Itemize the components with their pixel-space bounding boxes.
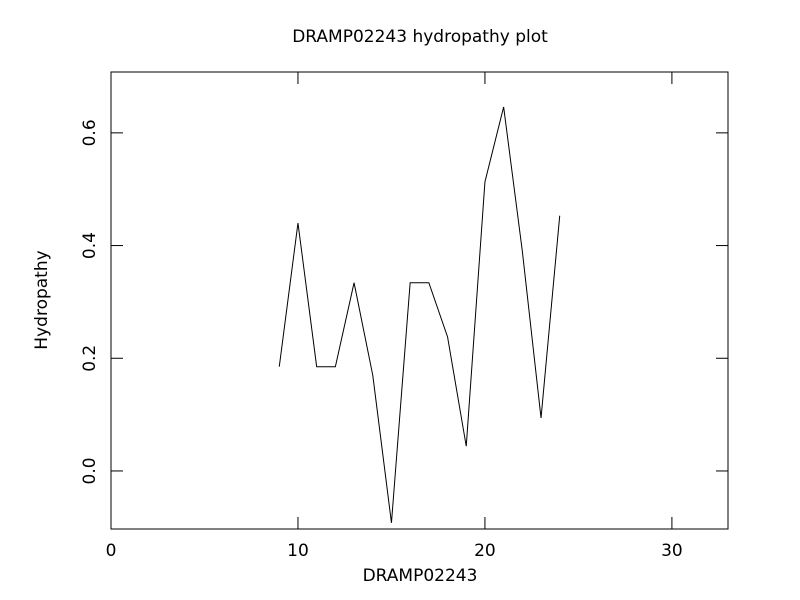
data-line	[278, 106, 561, 523]
x-tick-label: 0	[106, 541, 117, 561]
plot-frame	[110, 71, 729, 530]
y-tick-label: 0.2	[80, 345, 100, 372]
x-tick-label: 10	[287, 541, 309, 561]
x-axis-label: DRAMP02243	[363, 566, 478, 586]
y-tick-label: 0.4	[80, 232, 100, 259]
x-tick-label: 30	[661, 541, 683, 561]
y-tick-label: 0.0	[80, 457, 100, 484]
y-axis-label: Hydropathy	[32, 250, 52, 349]
chart-title: DRAMP02243 hydropathy plot	[292, 27, 548, 47]
y-tick-label: 0.6	[80, 119, 100, 146]
x-tick-label: 20	[474, 541, 496, 561]
